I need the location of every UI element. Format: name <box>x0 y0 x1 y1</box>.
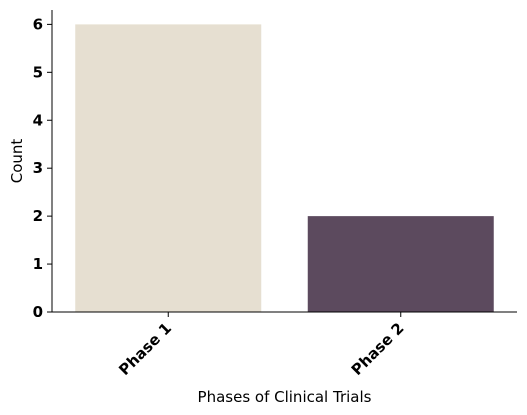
x-axis-ticks: Phase 1 Phase 2 <box>115 312 408 379</box>
bars <box>75 24 494 313</box>
y-tick-label: 5 <box>33 63 43 81</box>
y-axis-ticks: 0 1 2 3 4 5 6 <box>33 15 52 321</box>
y-tick-label: 1 <box>33 255 43 273</box>
y-tick-label: 4 <box>33 111 43 129</box>
bar-phase-2 <box>307 216 494 312</box>
y-tick-label: 0 <box>33 303 43 321</box>
x-axis-title: Phases of Clinical Trials <box>198 388 372 406</box>
y-tick-label: 3 <box>33 159 43 177</box>
y-tick-label: 6 <box>33 15 43 33</box>
x-tick-label: Phase 2 <box>348 319 408 379</box>
bar-phase-1 <box>75 24 262 313</box>
x-tick-label: Phase 1 <box>115 319 175 379</box>
y-axis-title: Count <box>8 139 26 184</box>
y-tick-label: 2 <box>33 207 43 225</box>
